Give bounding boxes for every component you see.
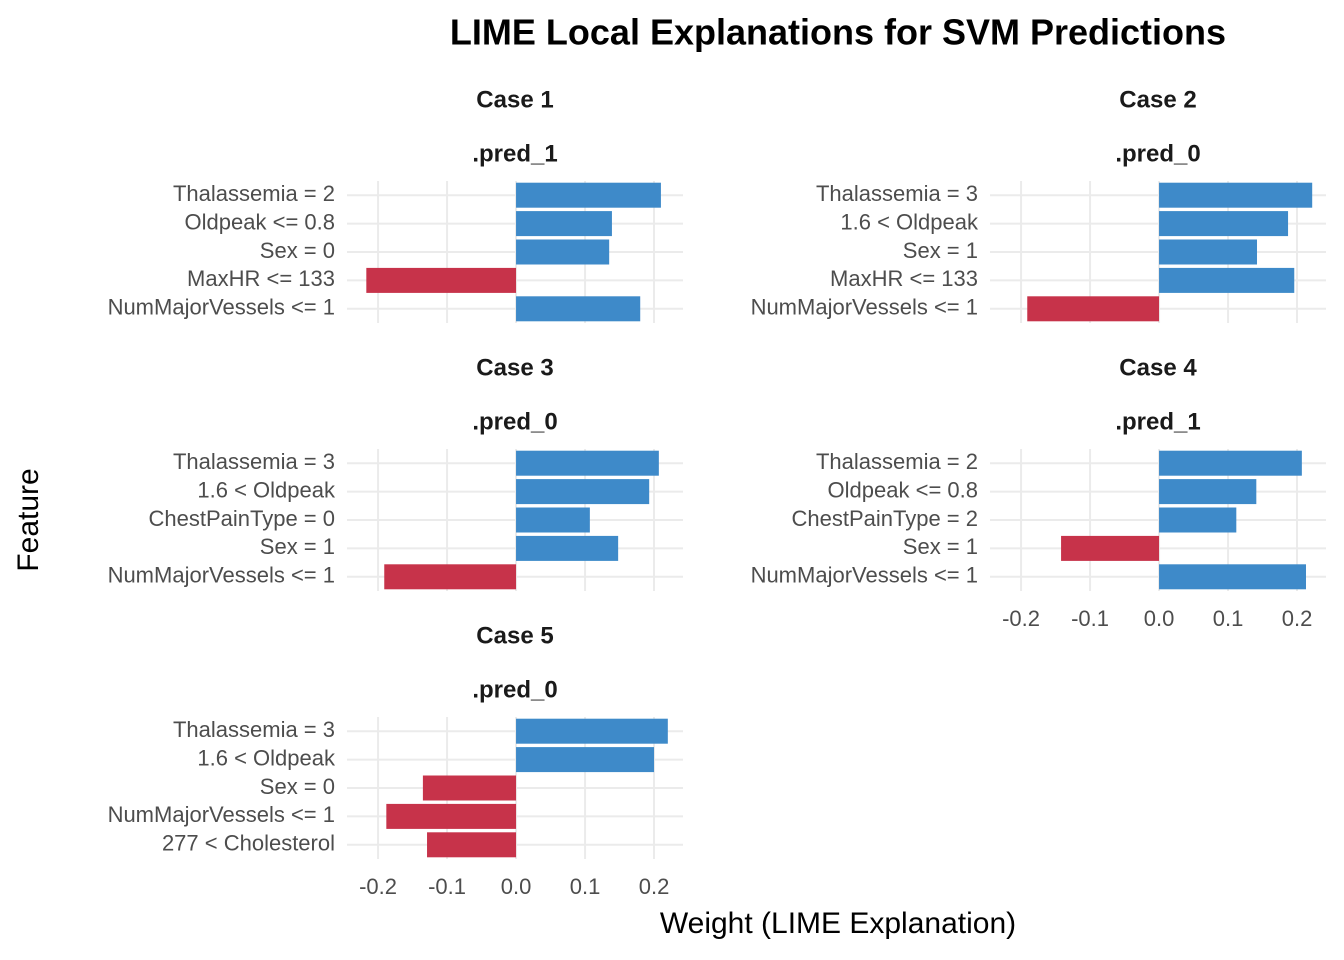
y-tick-label: Sex = 1 (260, 534, 335, 559)
bar (516, 535, 619, 561)
bar (1061, 535, 1160, 561)
x-tick-label: -0.1 (1071, 606, 1109, 631)
bar (516, 182, 661, 208)
bar (1159, 182, 1313, 208)
x-tick-label: 0.1 (1213, 606, 1244, 631)
panel-title: Case 2 (1119, 86, 1196, 113)
y-tick-label: Sex = 1 (903, 238, 978, 263)
bar (516, 296, 641, 322)
bar (1159, 450, 1302, 476)
x-tick-label: 0.2 (639, 874, 670, 899)
panel-title: Case 4 (1119, 354, 1197, 381)
y-tick-label: NumMajorVessels <= 1 (108, 802, 335, 827)
y-tick-label: Thalassemia = 3 (173, 717, 335, 742)
panel-subtitle: .pred_1 (472, 140, 557, 167)
y-tick-label: Thalassemia = 2 (173, 181, 335, 206)
y-axis-label: Feature (12, 468, 45, 571)
bar (366, 267, 517, 293)
x-tick-label: 0.0 (1144, 606, 1175, 631)
y-tick-label: Oldpeak <= 0.8 (828, 477, 978, 502)
bar (422, 775, 517, 801)
y-tick-label: NumMajorVessels <= 1 (108, 295, 335, 320)
y-tick-label: Oldpeak <= 0.8 (185, 209, 335, 234)
y-tick-label: 277 < Cholesterol (162, 831, 335, 856)
bar (1027, 296, 1160, 322)
panel-title: Case 3 (476, 354, 553, 381)
bar (516, 718, 668, 744)
panel-subtitle: .pred_0 (1115, 140, 1200, 167)
y-tick-label: Sex = 1 (903, 534, 978, 559)
x-tick-label: -0.1 (428, 874, 466, 899)
bar (1159, 239, 1258, 265)
y-tick-label: NumMajorVessels <= 1 (751, 563, 978, 588)
y-tick-label: NumMajorVessels <= 1 (108, 563, 335, 588)
panel-subtitle: .pred_0 (472, 676, 557, 703)
x-tick-label: 0.1 (570, 874, 601, 899)
panel-title: Case 5 (476, 622, 553, 649)
chart-title: LIME Local Explanations for SVM Predicti… (450, 12, 1226, 53)
panel-title: Case 1 (476, 86, 553, 113)
y-tick-label: Thalassemia = 2 (816, 449, 978, 474)
bar (516, 239, 610, 265)
bar (386, 803, 517, 829)
y-tick-label: Sex = 0 (260, 238, 335, 263)
y-tick-label: 1.6 < Oldpeak (840, 209, 979, 234)
x-tick-label: -0.2 (359, 874, 397, 899)
bar (427, 832, 517, 858)
y-tick-label: MaxHR <= 133 (830, 266, 978, 291)
bar (516, 479, 650, 505)
y-tick-label: Thalassemia = 3 (816, 181, 978, 206)
bar (516, 450, 659, 476)
x-tick-label: -0.2 (1002, 606, 1040, 631)
bar (1159, 267, 1295, 293)
bar (384, 564, 517, 590)
y-tick-label: NumMajorVessels <= 1 (751, 295, 978, 320)
y-tick-label: Sex = 0 (260, 774, 335, 799)
y-tick-label: Thalassemia = 3 (173, 449, 335, 474)
y-tick-label: ChestPainType = 0 (148, 506, 335, 531)
y-tick-label: 1.6 < Oldpeak (197, 477, 336, 502)
bar (516, 747, 655, 773)
bar (1159, 507, 1237, 533)
y-tick-label: ChestPainType = 2 (791, 506, 978, 531)
bar (516, 211, 612, 237)
x-tick-label: 0.0 (501, 874, 532, 899)
x-tick-label: 0.2 (1282, 606, 1313, 631)
bar (516, 507, 590, 533)
panel-subtitle: .pred_1 (1115, 408, 1200, 435)
panel-subtitle: .pred_0 (472, 408, 557, 435)
y-tick-label: 1.6 < Oldpeak (197, 745, 336, 770)
bar (1159, 479, 1257, 505)
bar (1159, 211, 1289, 237)
y-tick-label: MaxHR <= 133 (187, 266, 335, 291)
x-axis-label: Weight (LIME Explanation) (660, 907, 1016, 940)
bar (1159, 564, 1306, 590)
